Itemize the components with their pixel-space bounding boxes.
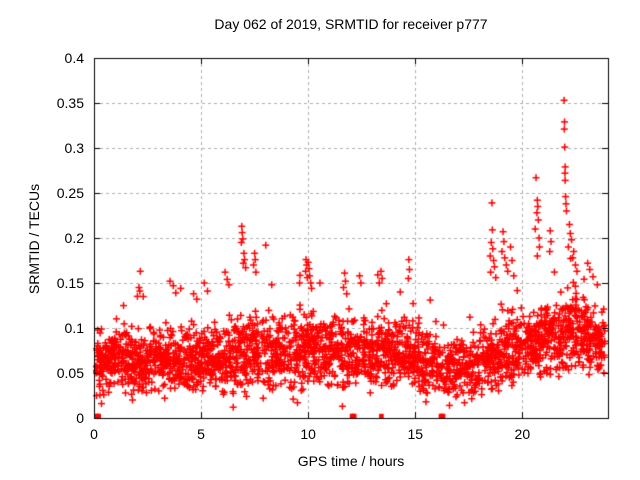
chart-title: Day 062 of 2019, SRMTID for receiver p77… — [214, 16, 488, 32]
y-tick-label: 0.1 — [64, 320, 84, 336]
y-tick-label: 0 — [76, 410, 84, 426]
x-axis-label: GPS time / hours — [297, 453, 405, 469]
x-tick-label: 0 — [90, 426, 98, 442]
y-tick-label: 0.3 — [64, 140, 84, 156]
x-tick-label: 5 — [197, 426, 205, 442]
y-tick-label: 0.35 — [56, 95, 84, 111]
y-tick-label: 0.4 — [64, 50, 84, 66]
x-tick-label: 20 — [514, 426, 531, 442]
y-tick-label: 0.15 — [56, 275, 84, 291]
y-tick-label: 0.25 — [56, 185, 84, 201]
x-tick-label: 10 — [300, 426, 316, 442]
y-tick-label: 0.2 — [64, 230, 84, 246]
x-tick-label: 15 — [407, 426, 424, 442]
y-tick-label: 0.05 — [56, 365, 84, 381]
